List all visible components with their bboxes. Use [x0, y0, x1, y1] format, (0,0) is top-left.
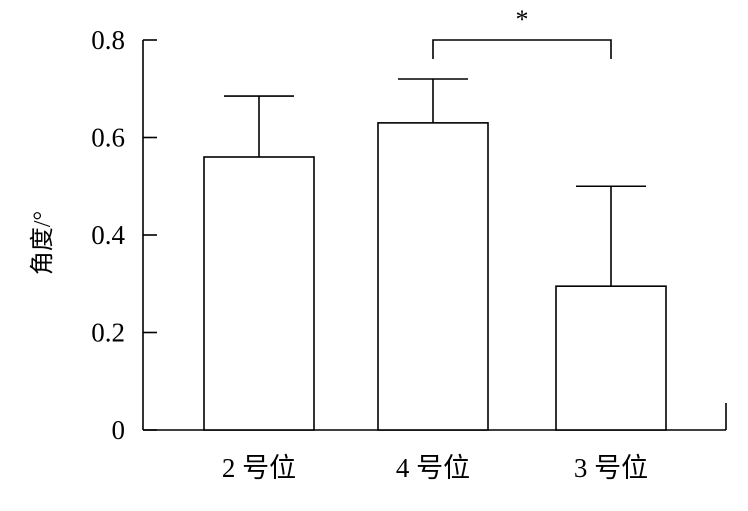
bar — [377, 122, 489, 431]
labels: 0 0.2 0.4 0.6 0.8 2 号位 4 号位 3 号位 * — [91, 5, 648, 483]
y-tick-label: 0.8 — [91, 25, 125, 55]
bar — [555, 285, 667, 431]
y-axis-title: 角度/° — [29, 211, 56, 275]
x-category-label: 4 号位 — [396, 453, 470, 483]
y-tick-label: 0.2 — [91, 318, 125, 348]
y-tick-label: 0.6 — [91, 123, 125, 153]
x-category-label: 2 号位 — [222, 453, 296, 483]
significance-bracket — [432, 39, 612, 59]
y-tick-label: 0 — [112, 415, 126, 445]
bars — [203, 39, 667, 431]
bar — [203, 156, 315, 431]
y-tick-label: 0.4 — [91, 220, 125, 250]
x-category-label: 3 号位 — [574, 453, 648, 483]
significance-label: * — [516, 5, 529, 34]
